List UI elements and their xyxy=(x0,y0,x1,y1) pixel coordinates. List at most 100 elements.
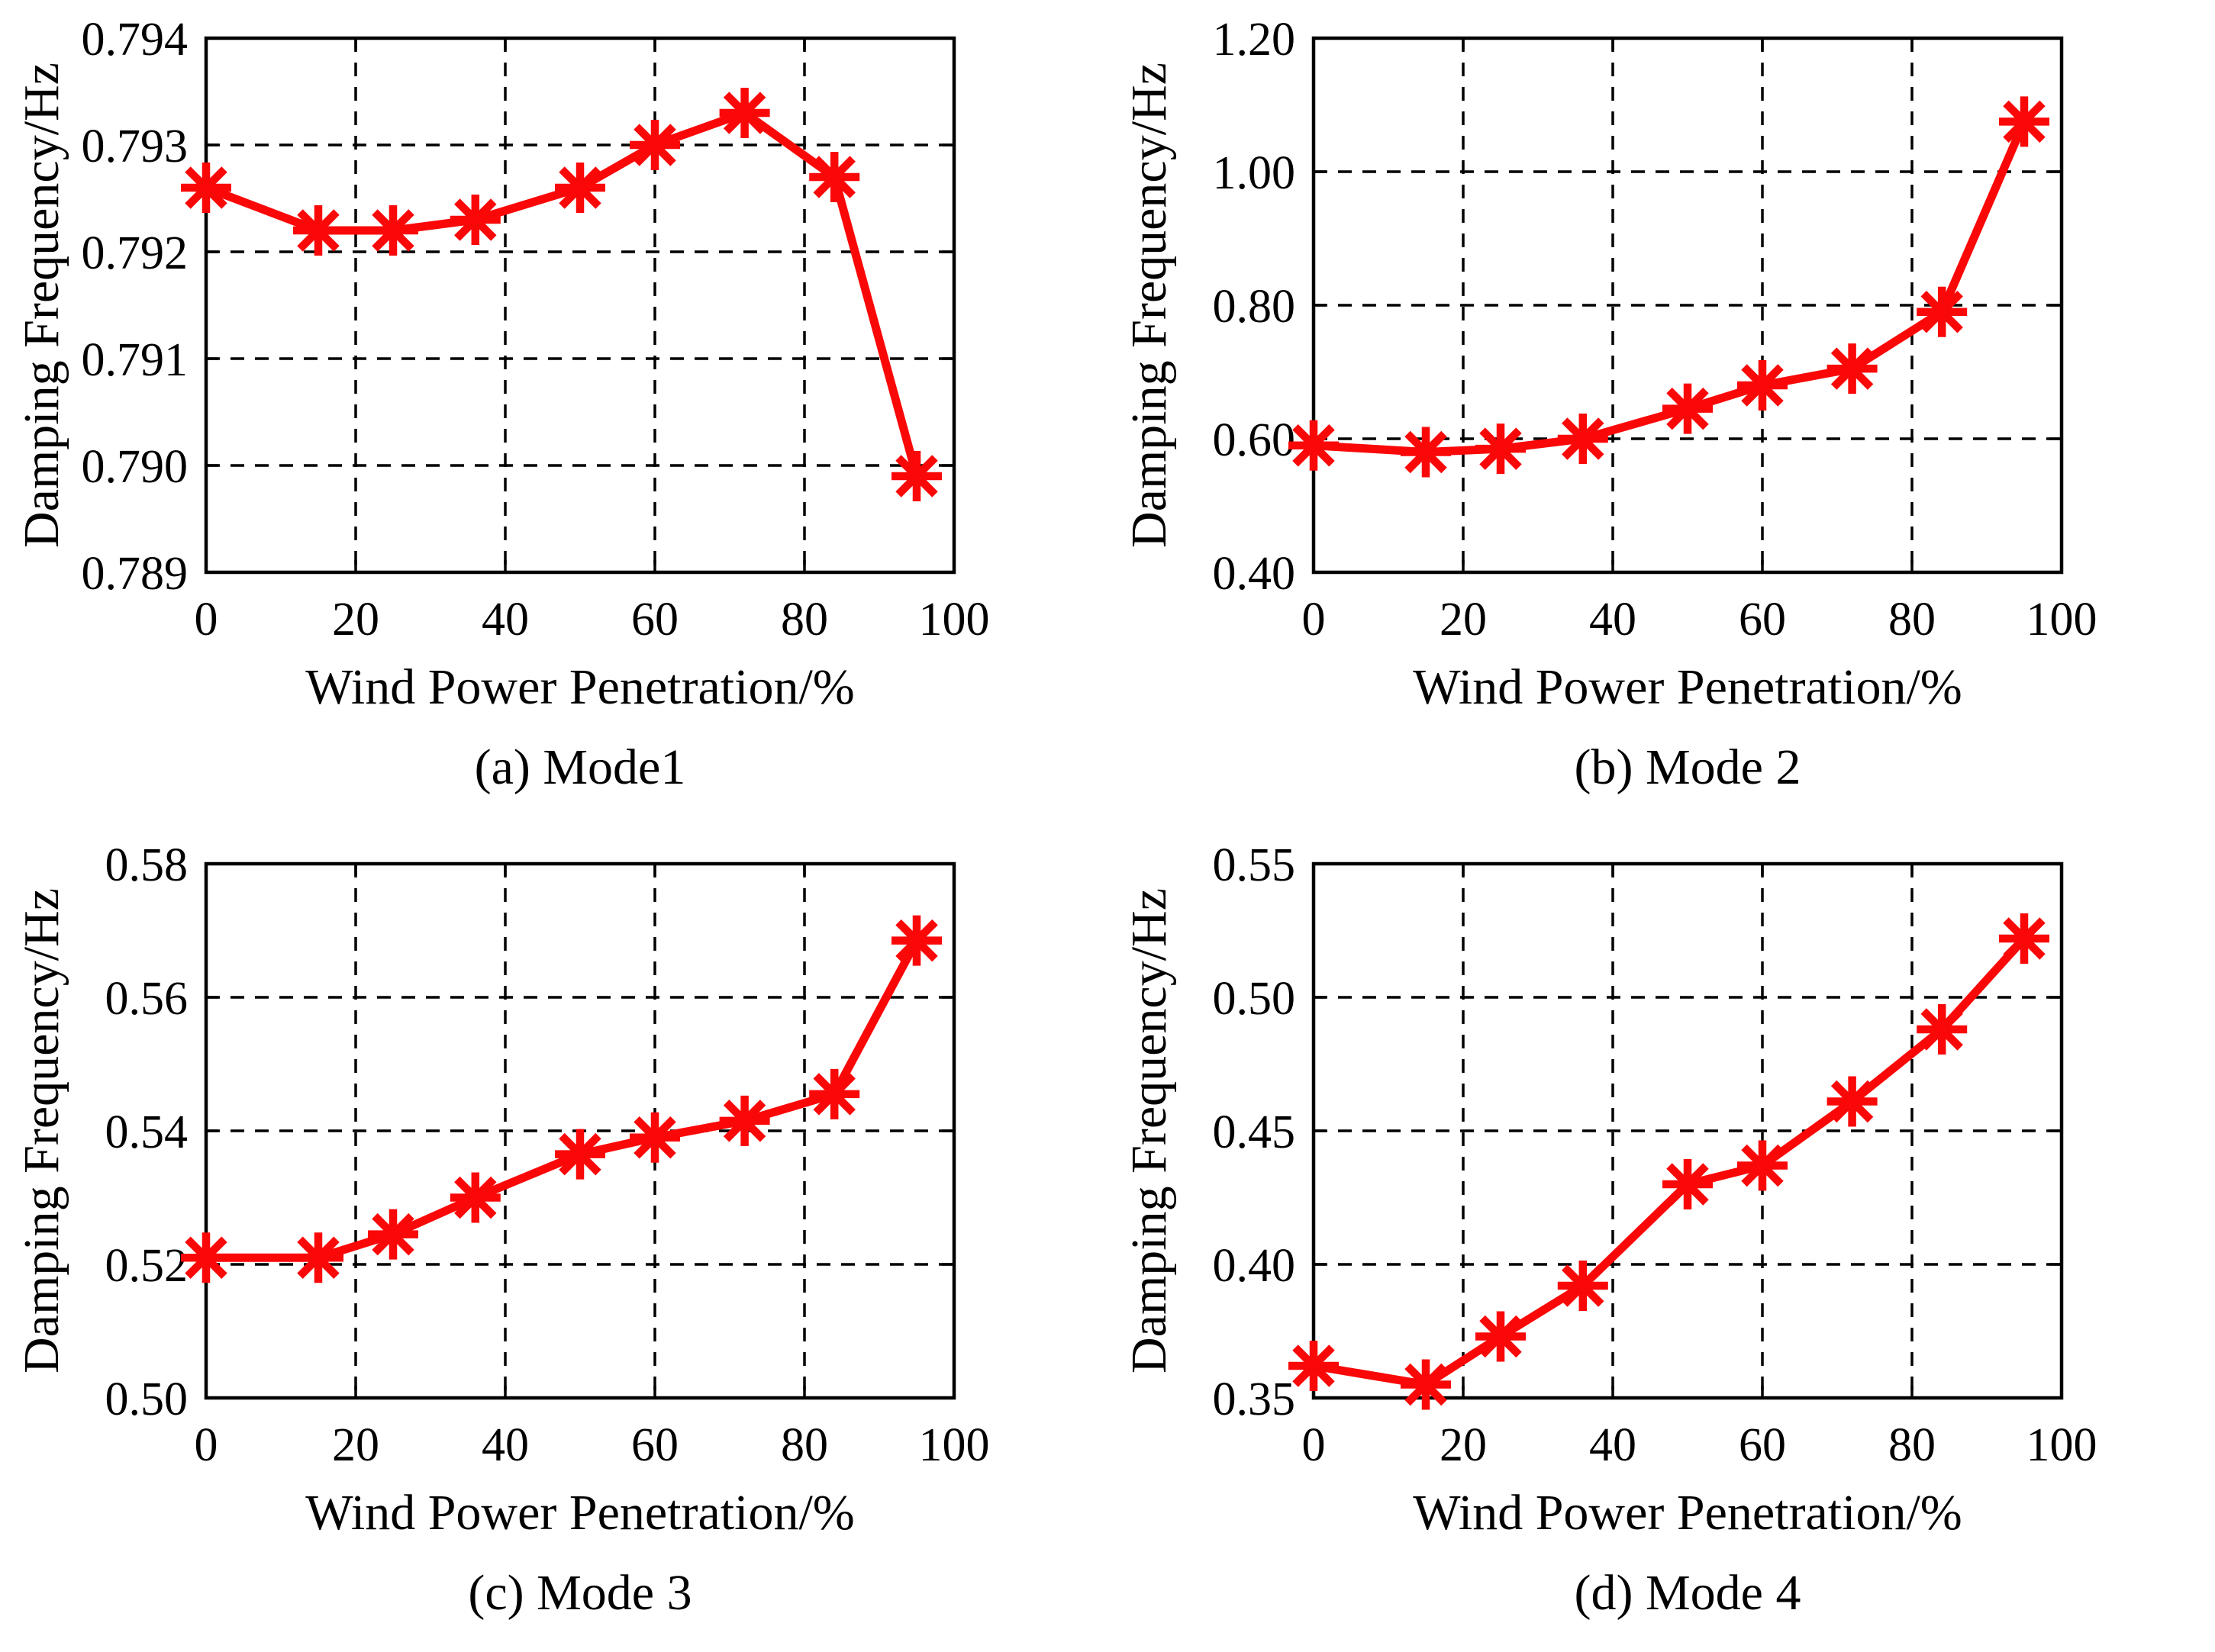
y-tick-label: 0.789 xyxy=(82,548,189,600)
marker-spoke xyxy=(1292,424,1335,467)
subplot-b-mode2: 0 20 40 60 80 100 0.40 0.60 0.80 1.00 1.20 Wind Pow… xyxy=(1108,0,2215,826)
data-point-marker xyxy=(1999,96,2049,147)
data-point-marker xyxy=(630,120,680,170)
subplot-a-caption: (a) Mode1 xyxy=(474,739,686,795)
y-tick-label: 0.45 xyxy=(1213,1106,1296,1158)
x-tick-label: 40 xyxy=(1589,594,1636,646)
data-point-marker xyxy=(1475,423,1526,475)
data-point-marker xyxy=(1475,1311,1526,1362)
data-point-marker xyxy=(1288,1341,1339,1391)
x-tick-label: 20 xyxy=(1440,1419,1487,1471)
data-point-marker xyxy=(809,1068,860,1119)
data-point-marker xyxy=(555,163,605,213)
marker-spoke xyxy=(1562,1264,1604,1307)
marker-spoke xyxy=(1404,1363,1447,1406)
chart-canvas-d: 0 20 40 60 80 100 0.35 0.40 0.45 0.50 0.55 Wind Pow… xyxy=(1121,839,2097,1541)
y-tick-label: 0.793 xyxy=(82,121,189,172)
x-tick-label: 60 xyxy=(1739,1419,1786,1471)
marker-spoke xyxy=(297,209,340,252)
marker-spoke xyxy=(1830,347,1874,390)
y-tick-label: 0.80 xyxy=(1213,281,1296,333)
y-tick-label: 0.794 xyxy=(82,14,189,66)
marker-spoke xyxy=(2003,100,2046,143)
data-point-marker xyxy=(1401,427,1451,478)
chart-canvas-a: 0 20 40 60 80 100 0.789 0.790 0.791 0.792 0.793 0.7… xyxy=(14,14,990,715)
data-point-marker xyxy=(1557,414,1608,464)
y-tick-label: 0.35 xyxy=(1213,1373,1296,1425)
plot-border xyxy=(204,36,956,575)
x-tick-label: 20 xyxy=(332,594,379,646)
marker-spoke xyxy=(1666,1163,1709,1206)
marker-spoke xyxy=(634,124,676,166)
marker-spoke xyxy=(895,455,938,498)
x-axis-label: Wind Power Penetration/% xyxy=(1413,1485,1962,1541)
x-tick-label: 100 xyxy=(2026,594,2097,646)
data-point-marker xyxy=(630,1112,680,1163)
x-tick-label: 60 xyxy=(1739,594,1786,646)
data-point-marker xyxy=(1288,420,1339,471)
y-tick-label: 0.790 xyxy=(82,441,189,493)
marker-spoke xyxy=(559,1132,601,1176)
data-point-marker xyxy=(719,1095,770,1146)
marker-spoke xyxy=(1741,364,1784,407)
y-tick-label: 1.20 xyxy=(1213,14,1296,66)
marker-spoke xyxy=(634,1116,676,1159)
x-tick-label: 0 xyxy=(195,594,218,646)
marker-spoke xyxy=(813,1073,856,1116)
data-point-marker xyxy=(555,1129,605,1180)
x-tick-label: 20 xyxy=(332,1419,379,1471)
marker-spoke xyxy=(372,1212,414,1256)
subplot-c-mode3: 0 20 40 60 80 100 0.50 0.52 0.54 0.56 0.58 Wind Pow… xyxy=(0,826,1108,1651)
y-axis-label: Damping Frequency/Hz xyxy=(14,63,69,548)
y-tick-label: 0.52 xyxy=(105,1240,189,1292)
marker-spoke xyxy=(813,156,856,198)
x-tick-label: 0 xyxy=(1302,594,1326,646)
marker-spoke xyxy=(1479,427,1522,470)
x-axis-label: Wind Power Penetration/% xyxy=(305,1485,855,1541)
x-tick-label: 80 xyxy=(781,594,828,646)
data-point-marker xyxy=(1826,343,1878,394)
subplot-d-caption: (d) Mode 4 xyxy=(1574,1565,1801,1621)
data-point-marker xyxy=(1737,360,1788,411)
y-tick-label: 0.60 xyxy=(1213,414,1296,466)
data-point-marker xyxy=(1557,1261,1608,1311)
marker-spoke xyxy=(454,198,497,241)
marker-spoke xyxy=(372,209,414,252)
data-line xyxy=(206,939,920,1262)
chart-canvas-c: 0 20 40 60 80 100 0.50 0.52 0.54 0.56 0.58 Wind Pow… xyxy=(14,839,990,1541)
data-point-marker xyxy=(891,451,942,501)
data-point-marker xyxy=(1917,286,1968,337)
y-axis-label: Damping Frequency/Hz xyxy=(14,888,69,1373)
marker-spoke xyxy=(454,1176,497,1219)
data-point-marker xyxy=(181,163,231,213)
chart-canvas-b: 0 20 40 60 80 100 0.40 0.60 0.80 1.00 1.20 Wind Pow… xyxy=(1121,14,2097,715)
y-tick-label: 0.792 xyxy=(82,227,189,279)
y-tick-label: 0.55 xyxy=(1213,839,1296,891)
data-point-marker xyxy=(1662,383,1713,434)
marker-spoke xyxy=(297,1236,340,1279)
x-tick-label: 40 xyxy=(482,1419,529,1471)
data-point-marker xyxy=(1917,1004,1968,1055)
x-axis-label: Wind Power Penetration/% xyxy=(1413,659,1962,715)
data-point-marker xyxy=(1826,1076,1878,1127)
data-point-marker xyxy=(181,1232,231,1283)
marker-spoke xyxy=(895,919,938,962)
subplot-b-caption: (b) Mode 2 xyxy=(1574,739,1801,795)
y-tick-label: 1.00 xyxy=(1213,147,1296,199)
y-axis-label: Damping Frequency/Hz xyxy=(1121,888,1177,1373)
x-tick-label: 0 xyxy=(1302,1419,1326,1471)
x-tick-label: 100 xyxy=(919,594,990,646)
x-axis-label: Wind Power Penetration/% xyxy=(305,659,855,715)
data-point-marker xyxy=(1999,913,2049,964)
marker-spoke xyxy=(1741,1144,1784,1187)
x-tick-label: 20 xyxy=(1440,594,1487,646)
x-tick-label: 80 xyxy=(1888,594,1936,646)
y-tick-label: 0.56 xyxy=(105,973,189,1025)
y-axis-label: Damping Frequency/Hz xyxy=(1121,63,1177,548)
data-point-marker xyxy=(293,1232,343,1283)
y-tick-label: 0.54 xyxy=(105,1106,189,1158)
data-point-marker xyxy=(368,205,418,256)
data-line xyxy=(1313,935,2028,1389)
y-tick-label: 0.50 xyxy=(1213,973,1296,1025)
x-tick-label: 40 xyxy=(1589,1419,1636,1471)
